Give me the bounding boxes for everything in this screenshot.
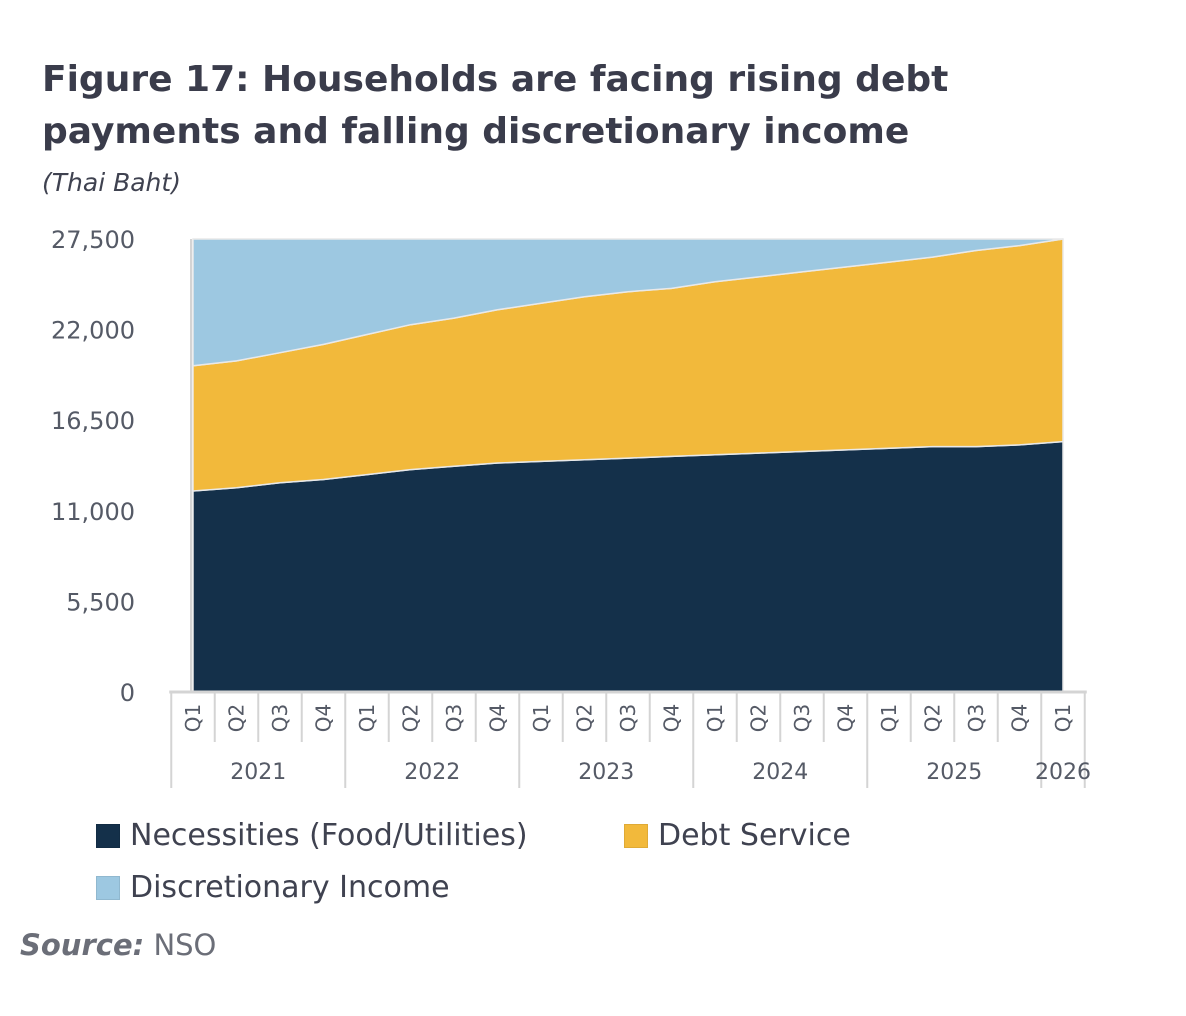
x-tick-label-year: 2026 bbox=[1035, 760, 1091, 785]
x-tick-label-year: 2025 bbox=[926, 760, 982, 785]
source-note: Source: NSO bbox=[20, 928, 216, 962]
x-tick-label-quarter: Q2 bbox=[747, 704, 771, 732]
source-value: NSO bbox=[153, 928, 217, 962]
legend-label-necessities: Necessities (Food/Utilities) bbox=[130, 818, 528, 853]
legend-item-discretionary: Discretionary Income bbox=[96, 870, 450, 905]
y-tick-label: 22,000 bbox=[51, 317, 135, 345]
x-tick-label-quarter: Q4 bbox=[312, 704, 336, 732]
x-tick-label-quarter: Q4 bbox=[1008, 704, 1032, 732]
x-tick-label-quarter: Q1 bbox=[355, 704, 379, 732]
x-tick-label-quarter: Q3 bbox=[442, 704, 466, 732]
x-tick-label-quarter: Q2 bbox=[225, 704, 249, 732]
x-tick-label-quarter: Q3 bbox=[616, 704, 640, 732]
y-tick-label: 27,500 bbox=[51, 226, 135, 254]
x-tick-label-quarter: Q3 bbox=[268, 704, 292, 732]
x-tick-label-quarter: Q2 bbox=[573, 704, 597, 732]
x-tick-label-quarter: Q4 bbox=[660, 704, 684, 732]
area-discretionary-income bbox=[192, 238, 1064, 367]
y-tick-label: 5,500 bbox=[66, 588, 135, 616]
x-tick-label-year: 2023 bbox=[578, 760, 634, 785]
x-tick-label-quarter: Q3 bbox=[964, 704, 988, 732]
x-tick-label-year: 2021 bbox=[230, 760, 286, 785]
legend-item-necessities: Necessities (Food/Utilities) bbox=[96, 818, 528, 853]
y-tick-label: 0 bbox=[120, 679, 135, 707]
x-tick-label-quarter: Q1 bbox=[877, 704, 901, 732]
x-tick-label-quarter: Q1 bbox=[703, 704, 727, 732]
legend-swatch-debt-service bbox=[624, 823, 648, 848]
chart-subtitle: (Thai Baht) bbox=[42, 168, 181, 197]
x-tick-label-quarter: Q2 bbox=[399, 704, 423, 732]
legend-label-debt-service: Debt Service bbox=[658, 818, 851, 853]
x-tick-label-year: 2022 bbox=[404, 760, 460, 785]
x-tick-label-year: 2024 bbox=[752, 760, 808, 785]
y-tick-label: 11,000 bbox=[51, 498, 135, 526]
legend-label-discretionary: Discretionary Income bbox=[130, 870, 450, 905]
x-tick-label-quarter: Q1 bbox=[1051, 704, 1075, 732]
x-tick-label-quarter: Q1 bbox=[529, 704, 553, 732]
source-label: Source: bbox=[20, 928, 145, 962]
chart-title: Figure 17: Households are facing rising … bbox=[42, 59, 949, 152]
y-tick-label: 16,500 bbox=[51, 407, 135, 435]
legend-swatch-necessities bbox=[96, 823, 120, 848]
x-tick-label-quarter: Q4 bbox=[834, 704, 858, 732]
x-tick-label-quarter: Q2 bbox=[921, 704, 945, 732]
x-tick-label-quarter: Q4 bbox=[486, 704, 510, 732]
x-tick-label-quarter: Q1 bbox=[181, 704, 205, 732]
legend-swatch-discretionary bbox=[96, 875, 120, 900]
legend-item-debt-service: Debt Service bbox=[624, 818, 851, 853]
x-tick-label-quarter: Q3 bbox=[790, 704, 814, 732]
